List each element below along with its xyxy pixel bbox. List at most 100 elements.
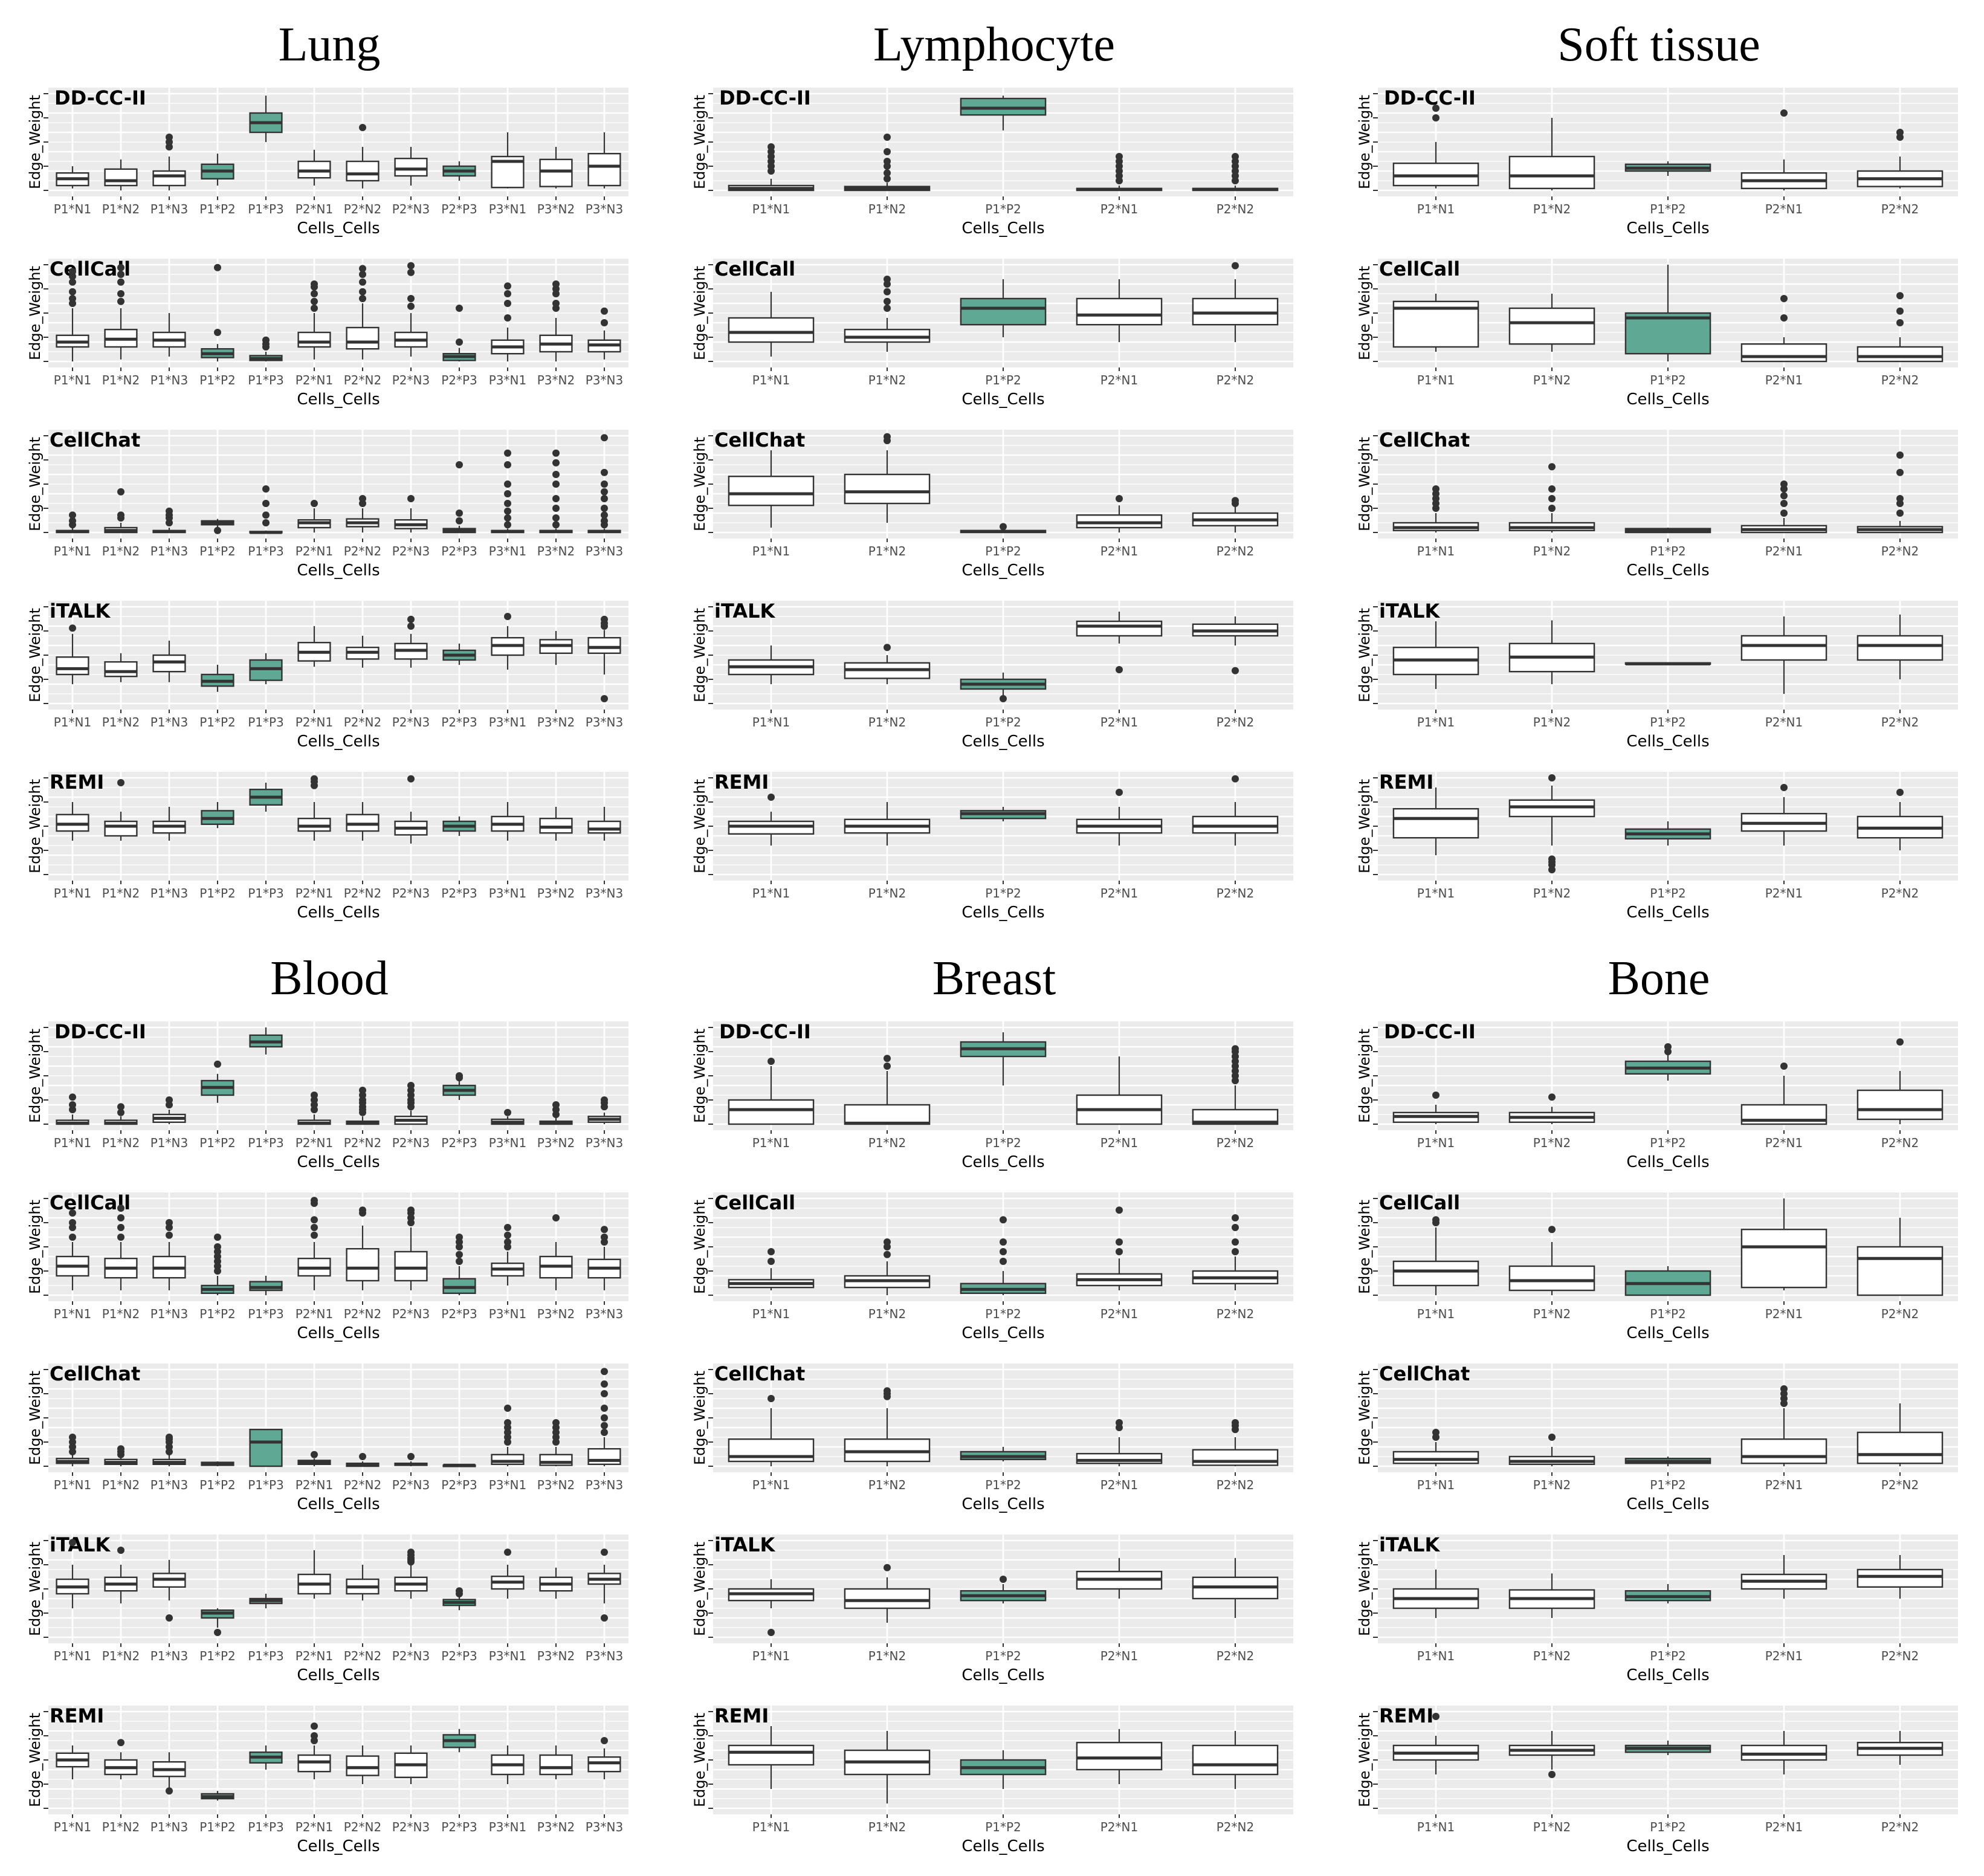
- x-tick-label: P1*N1: [752, 1478, 790, 1492]
- box-mark: [152, 1434, 186, 1466]
- box-mark: [249, 1027, 283, 1055]
- outlier-point: [69, 517, 76, 525]
- x-tick-label: P1*P2: [1650, 1307, 1686, 1321]
- tissue-figure: Breast Edge_Weight DD-CC-II P1*N1 P1*N2 P1*P2…: [691, 952, 1293, 1855]
- x-tick-label: P3*N1: [489, 1820, 526, 1834]
- x-tick-label: P1*N1: [54, 1478, 91, 1492]
- x-tick-label: P1*P2: [199, 1136, 236, 1150]
- x-tick-label: P2*N1: [1765, 1478, 1803, 1492]
- x-tick-label: P2*N1: [296, 544, 333, 558]
- box-mark: [1392, 788, 1479, 855]
- outlier-point: [311, 1224, 318, 1231]
- outlier-point: [601, 1390, 608, 1397]
- x-tick-label: P2*N1: [1100, 1649, 1138, 1663]
- box-mark: [56, 166, 89, 189]
- outlier-point: [884, 297, 891, 305]
- x-tick-label: P2*N3: [392, 544, 430, 558]
- outlier-point: [117, 297, 124, 305]
- box-mark: [960, 807, 1047, 821]
- x-axis-label: Cells_Cells: [1626, 390, 1709, 409]
- outlier-point: [1432, 105, 1440, 112]
- x-tick-label: P2*P3: [441, 886, 477, 901]
- outlier-point: [767, 143, 775, 150]
- x-tick-label: P2*N2: [1881, 373, 1919, 387]
- box-mark: [587, 307, 621, 360]
- x-axis-label: Cells_Cells: [961, 219, 1044, 238]
- method-panel: Edge_Weight iTALK P1*N1 P1*N2 P1*P2 P2*N1 P2*N…: [1356, 600, 1958, 751]
- x-tick-label: P1*P2: [199, 1649, 236, 1663]
- outlier-point: [504, 314, 511, 322]
- outlier-point: [1232, 667, 1239, 674]
- outlier-point: [311, 305, 318, 312]
- x-tick-label: P3*N1: [489, 1307, 526, 1321]
- outlier-point: [311, 1231, 318, 1239]
- x-tick-label: P2*N2: [1217, 1307, 1254, 1321]
- outlier-point: [767, 1629, 775, 1636]
- method-label: iTALK: [714, 1533, 775, 1556]
- box-mark: [56, 624, 89, 684]
- box-mark: [442, 1587, 476, 1611]
- outlier-point: [407, 1206, 415, 1214]
- outlier-point: [359, 1453, 366, 1460]
- box-mark: [297, 1550, 331, 1599]
- x-tick-label: P1*N2: [868, 715, 906, 729]
- box-mark: [728, 645, 815, 684]
- x-tick-label: P1*P2: [199, 1307, 236, 1321]
- box-mark: [844, 1055, 931, 1125]
- x-tick-label: P3*N2: [537, 373, 575, 387]
- box-mark: [1192, 497, 1279, 532]
- box-mark: [249, 1276, 283, 1295]
- box-mark: [491, 802, 525, 841]
- box-mark: [394, 775, 428, 844]
- x-tick-label: P1*P2: [1650, 715, 1686, 729]
- x-tick-label: P3*N2: [537, 886, 575, 901]
- outlier-point: [1548, 1771, 1556, 1778]
- method-label: CellChat: [714, 1362, 805, 1385]
- x-tick-label: P2*N1: [1100, 1307, 1138, 1321]
- box-mark: [587, 434, 621, 534]
- x-tick-label: P3*N2: [537, 544, 575, 558]
- y-axis-label: Edge_Weight: [27, 1029, 44, 1123]
- method-label: REMI: [1379, 1704, 1433, 1727]
- outlier-point: [166, 1219, 173, 1226]
- y-axis-label: Edge_Weight: [1356, 1542, 1373, 1636]
- x-axis-label: Cells_Cells: [1626, 1495, 1709, 1513]
- outlier-point: [117, 1739, 124, 1747]
- x-tick-label: P1*P2: [985, 715, 1021, 729]
- x-tick-label: P2*N1: [296, 373, 333, 387]
- x-tick-label: P2*N3: [392, 1136, 430, 1150]
- outlier-point: [1548, 495, 1556, 502]
- outlier-point: [1232, 775, 1239, 783]
- box-mark: [56, 1209, 89, 1290]
- x-tick-label: P1*P2: [985, 1136, 1021, 1150]
- x-tick-label: P1*P2: [985, 202, 1021, 216]
- outlier-point: [601, 511, 608, 519]
- method-panel: Edge_Weight CellChat P1*N1 P1*N2 P1*N3 P1*P2 P…: [27, 1362, 628, 1513]
- box-mark: [844, 644, 931, 684]
- outlier-point: [69, 268, 76, 276]
- outlier-point: [311, 775, 318, 783]
- x-tick-label: P1*N1: [54, 544, 91, 558]
- outlier-point: [601, 319, 608, 326]
- box-body: [1740, 635, 1827, 661]
- box-mark: [491, 1108, 525, 1125]
- outlier-point: [456, 305, 463, 312]
- method-panel: Edge_Weight REMI P1*N1 P1*N2 P1*P2 P2*N1 P2*N2…: [1356, 771, 1958, 922]
- x-tick-label: P1*N1: [752, 1136, 790, 1150]
- outlier-point: [1116, 1238, 1123, 1246]
- box-mark: [1392, 294, 1479, 352]
- outlier-point: [552, 1101, 560, 1108]
- y-axis-label: Edge_Weight: [1356, 779, 1373, 873]
- outlier-point: [504, 282, 511, 290]
- x-tick-label: P3*N2: [537, 1820, 575, 1834]
- outlier-point: [1780, 784, 1788, 791]
- outlier-point: [311, 297, 318, 305]
- outlier-point: [1664, 1043, 1672, 1050]
- x-tick-label: P3*N3: [586, 1478, 623, 1492]
- box-mark: [1856, 1218, 1944, 1296]
- outlier-point: [69, 295, 76, 302]
- box-mark: [104, 653, 138, 682]
- box-mark: [346, 124, 380, 189]
- x-tick-label: P3*N3: [586, 544, 623, 558]
- x-tick-label: P1*P3: [248, 373, 284, 387]
